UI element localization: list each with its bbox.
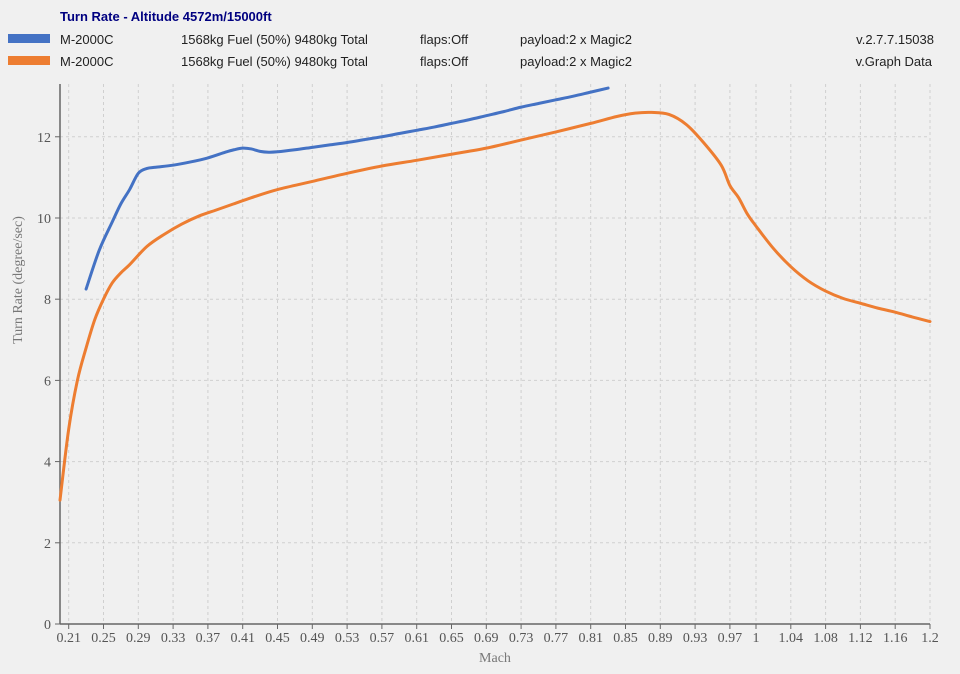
x-tick-label: 0.45 — [265, 631, 290, 646]
y-tick-label: 4 — [44, 456, 51, 471]
x-tick-label: 0.73 — [509, 631, 534, 646]
y-tick-label: 6 — [44, 374, 51, 389]
x-tick-label: 0.37 — [196, 631, 221, 646]
x-axis-label: Mach — [479, 651, 511, 666]
legend-payload: payload:2 x Magic2 — [520, 54, 632, 69]
x-tick-label: 0.93 — [683, 631, 708, 646]
x-tick-label: 0.41 — [230, 631, 255, 646]
x-tick-label: 0.77 — [544, 631, 569, 646]
legend: M-2000C 1568kg Fuel (50%) 9480kg Total f… — [8, 32, 934, 69]
x-tick-label: 1.08 — [813, 631, 838, 646]
x-tick-label: 1.12 — [848, 631, 873, 646]
y-tick-label: 12 — [37, 131, 51, 146]
grid — [60, 84, 931, 624]
x-tick-label: 1.04 — [779, 631, 804, 646]
x-tick-label: 0.25 — [91, 631, 116, 646]
x-tick-label: 0.57 — [370, 631, 395, 646]
x-tick-label: 0.69 — [474, 631, 499, 646]
legend-fuel: 1568kg Fuel (50%) 9480kg Total — [181, 54, 368, 69]
legend-flaps: flaps:Off — [420, 32, 469, 47]
axes — [59, 84, 930, 625]
x-tick-label: 0.89 — [648, 631, 673, 646]
legend-version: v.Graph Data — [856, 54, 933, 69]
y-ticks: 0 2 4 6 8 10 12 — [37, 131, 60, 633]
legend-series-name: M-2000C — [60, 54, 113, 69]
y-axis-label: Turn Rate (degree/sec) — [11, 216, 26, 344]
x-tick-label: 0.53 — [335, 631, 360, 646]
x-tick-label: 1.16 — [883, 631, 908, 646]
x-tick-label: 0.85 — [613, 631, 638, 646]
legend-series-name: M-2000C — [60, 32, 113, 47]
x-tick-label: 0.49 — [300, 631, 325, 646]
x-tick-label: 0.65 — [439, 631, 464, 646]
x-tick-label: 0.33 — [161, 631, 186, 646]
series-line-1 — [58, 110, 932, 502]
y-tick-label: 0 — [44, 618, 51, 633]
legend-entry: M-2000C 1568kg Fuel (50%) 9480kg Total f… — [8, 32, 934, 47]
legend-version: v.2.7.7.15038 — [856, 32, 934, 47]
legend-swatch — [8, 56, 50, 65]
series-line-0 — [84, 86, 610, 291]
legend-flaps: flaps:Off — [420, 54, 469, 69]
x-ticks: 0.21 0.25 0.29 0.33 0.37 0.41 0.45 0.49 0.53 0.57… — [56, 624, 939, 646]
x-tick-label: 1.2 — [921, 631, 939, 646]
x-tick-label: 0.97 — [718, 631, 743, 646]
legend-fuel: 1568kg Fuel (50%) 9480kg Total — [181, 32, 368, 47]
x-tick-label: 1 — [753, 631, 760, 646]
legend-entry: M-2000C 1568kg Fuel (50%) 9480kg Total f… — [8, 54, 933, 69]
x-tick-label: 0.81 — [578, 631, 603, 646]
y-tick-label: 2 — [44, 537, 51, 552]
legend-swatch — [8, 34, 50, 43]
series — [58, 86, 932, 502]
x-tick-label: 0.21 — [56, 631, 81, 646]
chart-title: Turn Rate - Altitude 4572m/15000ft — [60, 9, 272, 24]
y-tick-label: 8 — [44, 293, 51, 308]
legend-payload: payload:2 x Magic2 — [520, 32, 632, 47]
x-tick-label: 0.61 — [404, 631, 429, 646]
y-tick-label: 10 — [37, 212, 51, 227]
x-tick-label: 0.29 — [126, 631, 151, 646]
